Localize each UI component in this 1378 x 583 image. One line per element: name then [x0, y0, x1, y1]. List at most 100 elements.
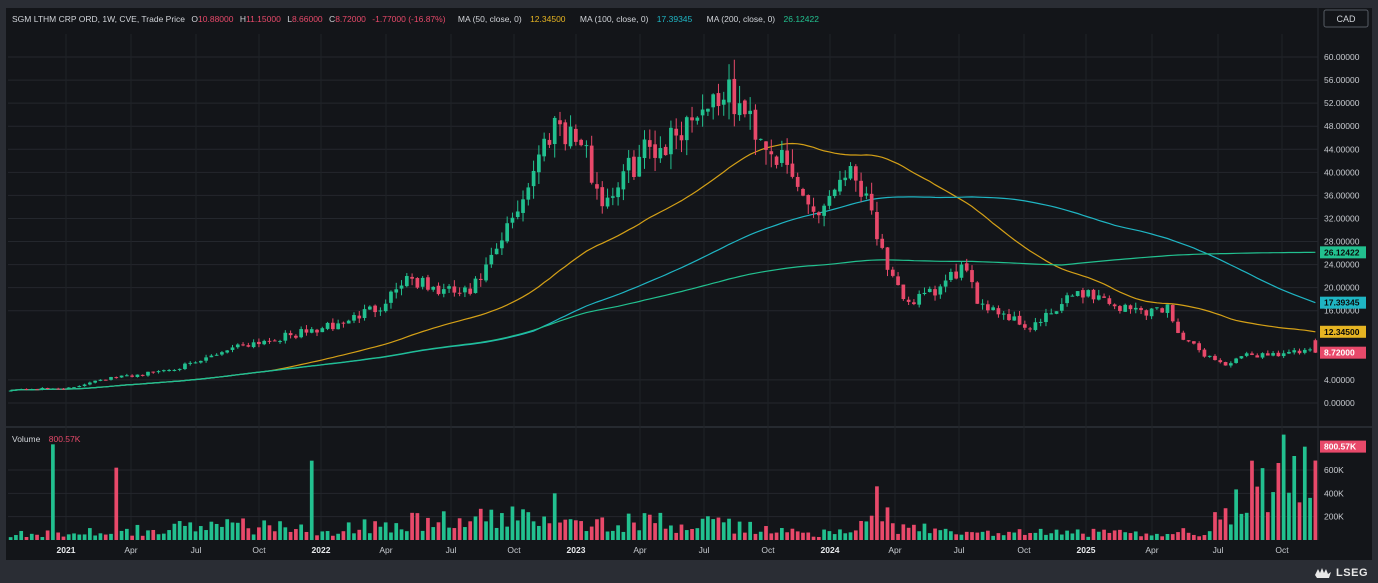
- candle-body: [526, 187, 531, 200]
- volume-bar: [748, 521, 753, 540]
- candle-body: [1070, 295, 1075, 297]
- open-value: 10.88000: [198, 14, 234, 24]
- volume-bar: [838, 529, 842, 540]
- volume-tick-label: 600K: [1324, 465, 1344, 475]
- volume-bar: [975, 532, 980, 540]
- volume-bar: [431, 527, 436, 540]
- candle-body: [478, 278, 483, 280]
- candle-body: [505, 223, 510, 242]
- volume-bar: [367, 533, 372, 540]
- volume-bar: [1160, 536, 1165, 540]
- volume-bar: [1007, 531, 1011, 540]
- candle-body: [331, 322, 335, 330]
- candle-body: [700, 109, 705, 116]
- candle-body: [1239, 356, 1244, 359]
- lseg-logo: LSEG: [1314, 566, 1368, 580]
- candle-body: [1181, 332, 1186, 340]
- volume-bar: [294, 529, 298, 540]
- candle-body: [161, 370, 166, 372]
- price-tick-label: 40.00000: [1324, 167, 1360, 177]
- volume-bar: [706, 516, 710, 540]
- candle-body: [1260, 353, 1265, 358]
- volume-bar: [949, 531, 953, 540]
- candle-body: [943, 280, 948, 287]
- candle-body: [901, 284, 906, 300]
- volume-bar: [457, 518, 462, 540]
- volume-bar: [1118, 529, 1122, 540]
- volume-bar: [1128, 533, 1133, 540]
- volume-bar: [1181, 528, 1186, 540]
- volume-bar: [642, 513, 647, 540]
- volume-bar: [658, 512, 663, 540]
- volume-bar: [1207, 531, 1212, 540]
- candle-body: [669, 127, 673, 155]
- candle-body: [1287, 351, 1291, 354]
- candle-body: [1170, 304, 1175, 322]
- candle-body: [1207, 355, 1212, 357]
- candle-body: [711, 94, 716, 108]
- volume-bar: [1075, 529, 1080, 540]
- volume-bar: [568, 519, 573, 540]
- volume-bar: [66, 534, 71, 540]
- lseg-logo-icon: [1314, 566, 1332, 580]
- volume-bar: [970, 532, 974, 540]
- candle-body: [1234, 358, 1238, 363]
- candle-body: [341, 322, 346, 324]
- volume-bar: [172, 523, 177, 540]
- candle-body: [1044, 312, 1048, 323]
- candle-body: [637, 156, 642, 177]
- volume-bar: [188, 522, 193, 540]
- candle-body: [1160, 308, 1165, 313]
- candle-body: [230, 347, 235, 350]
- candle-body: [975, 282, 980, 304]
- volume-bar: [220, 526, 224, 540]
- candle-body: [996, 308, 1001, 315]
- candle-body: [463, 287, 467, 293]
- candle-body: [885, 247, 890, 270]
- price-axis-badge-label: 26.12422: [1324, 247, 1360, 257]
- high-label: H: [240, 14, 246, 24]
- candle-body: [468, 288, 473, 294]
- close-value: 8.72000: [335, 14, 366, 24]
- candle-body: [758, 138, 763, 140]
- volume-bar: [589, 526, 594, 540]
- volume-title: Volume 800.57K: [12, 434, 81, 444]
- candle-body: [616, 187, 620, 198]
- volume-bar: [1260, 468, 1265, 540]
- volume-bar: [98, 533, 103, 540]
- candle-body: [1265, 353, 1270, 356]
- candle-body: [24, 388, 29, 390]
- volume-bar: [146, 530, 150, 540]
- price-tick-label: 36.00000: [1324, 190, 1360, 200]
- candle-body: [890, 269, 895, 276]
- candle-body: [66, 387, 71, 390]
- volume-bar: [88, 528, 92, 540]
- time-tick-label: Apr: [633, 545, 646, 555]
- candle-body: [1123, 304, 1128, 312]
- volume-bar: [790, 528, 795, 540]
- volume-bar: [1139, 536, 1143, 540]
- volume-bar: [1012, 532, 1017, 540]
- candle-body: [394, 289, 399, 293]
- price-volume-chart[interactable]: 60.00000 56.00000 52.00000 48.00000 44.00000…: [6, 8, 1372, 560]
- candle-body: [299, 329, 304, 338]
- volume-bar: [399, 529, 404, 540]
- candle-body: [1223, 362, 1228, 366]
- candle-body: [706, 108, 710, 112]
- price-tick-label: 48.00000: [1324, 121, 1360, 131]
- candle-body: [838, 179, 842, 192]
- candle-body: [690, 117, 694, 121]
- volume-bar: [1202, 535, 1207, 540]
- candle-body: [251, 342, 256, 348]
- currency-box[interactable]: [1323, 9, 1369, 28]
- time-tick-label: Apr: [124, 545, 137, 555]
- candle-body: [537, 154, 541, 173]
- volume-bar: [500, 513, 504, 540]
- volume-bar: [362, 519, 367, 540]
- volume-bar: [235, 522, 240, 540]
- candle-body: [183, 363, 187, 370]
- volume-bar: [394, 523, 399, 540]
- candle-body: [130, 375, 134, 377]
- volume-bar: [1054, 529, 1059, 540]
- volume-bar: [811, 536, 816, 540]
